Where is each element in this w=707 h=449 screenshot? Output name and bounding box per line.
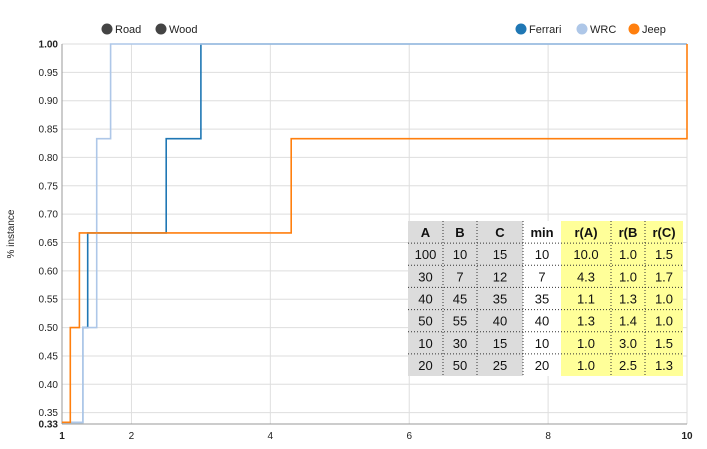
table-column-bg bbox=[408, 221, 443, 376]
series-lines bbox=[62, 43, 688, 424]
table-cell: 50 bbox=[418, 314, 432, 329]
table-cell: 1.0 bbox=[655, 292, 673, 307]
table-cell: 55 bbox=[453, 314, 467, 329]
table-cell: 25 bbox=[493, 358, 507, 373]
table-cell: 7 bbox=[538, 269, 545, 284]
table-cell: 1.0 bbox=[577, 336, 595, 351]
legend-label: WRC bbox=[590, 24, 616, 36]
legend-marker bbox=[628, 23, 640, 35]
table-cell: 15 bbox=[493, 336, 507, 351]
table-header-cell: C bbox=[495, 225, 505, 240]
legend-marker bbox=[576, 23, 588, 35]
legend-item-ferrari: Ferrari bbox=[515, 23, 561, 36]
legend-label: Road bbox=[115, 24, 141, 36]
y-tick-label: 0.55 bbox=[39, 295, 59, 306]
table-cell: 15 bbox=[493, 247, 507, 262]
table-cell: 1.0 bbox=[619, 247, 637, 262]
table-column-bg bbox=[645, 221, 683, 376]
table-cell: 35 bbox=[493, 292, 507, 307]
y-axis-label: % instance bbox=[6, 209, 17, 258]
x-tick-label: 10 bbox=[681, 431, 693, 442]
legend-marker bbox=[101, 23, 113, 35]
table-cell: 45 bbox=[453, 292, 467, 307]
series-line-jeep bbox=[62, 44, 688, 424]
table-cell: 1.7 bbox=[655, 269, 673, 284]
table-cell: 40 bbox=[418, 292, 432, 307]
table-header-cell: r(C) bbox=[652, 225, 675, 240]
x-tick-label: 6 bbox=[406, 431, 412, 442]
table-cell: 20 bbox=[535, 358, 549, 373]
y-tick-label: 0.65 bbox=[39, 238, 59, 249]
table-column-bg bbox=[477, 221, 523, 376]
table-header-cell: min bbox=[530, 225, 553, 240]
y-tick-label: 0.85 bbox=[39, 125, 59, 136]
table-cell: 3.0 bbox=[619, 336, 637, 351]
table-cell: 10 bbox=[453, 247, 467, 262]
table-cell: 1.5 bbox=[655, 247, 673, 262]
y-tick-label: 0.60 bbox=[39, 266, 59, 277]
table-column-bg bbox=[611, 221, 645, 376]
table-cell: 10 bbox=[418, 336, 432, 351]
table-cell: 40 bbox=[535, 314, 549, 329]
table-cell: 1.4 bbox=[619, 314, 637, 329]
legend-marker bbox=[515, 23, 527, 35]
y-tick-label: 0.50 bbox=[39, 323, 59, 334]
legend-marker bbox=[155, 23, 167, 35]
table-cell: 30 bbox=[453, 336, 467, 351]
y-tick-label: 1.00 bbox=[39, 40, 59, 51]
table-cell: 2.5 bbox=[619, 358, 637, 373]
table-cell: 20 bbox=[418, 358, 432, 373]
table-cell: 12 bbox=[493, 269, 507, 284]
table-header-cell: r(A) bbox=[574, 225, 597, 240]
legend-label: Jeep bbox=[642, 24, 666, 36]
table-column-bg bbox=[443, 221, 477, 376]
table-cell: 100 bbox=[415, 247, 437, 262]
y-tick-label: 0.95 bbox=[39, 68, 59, 79]
x-tick-label: 1 bbox=[59, 431, 65, 442]
table-cell: 35 bbox=[535, 292, 549, 307]
table-header-cell: A bbox=[421, 225, 431, 240]
x-tick-label: 8 bbox=[545, 431, 551, 442]
legend-item-wrc: WRC bbox=[576, 23, 616, 36]
table-cell: 7 bbox=[456, 269, 463, 284]
y-tick-label: 0.90 bbox=[39, 96, 59, 107]
table-column-bg bbox=[523, 221, 561, 376]
legend: Road Wood Ferrari WRC Jeep bbox=[101, 23, 666, 36]
legend-item-jeep: Jeep bbox=[628, 23, 666, 36]
table-cell: 1.0 bbox=[577, 358, 595, 373]
table-cell: 40 bbox=[493, 314, 507, 329]
table-cell: 50 bbox=[453, 358, 467, 373]
legend-label: Ferrari bbox=[529, 24, 561, 36]
y-tick-label: 0.45 bbox=[39, 351, 59, 362]
table-cell: 4.3 bbox=[577, 269, 595, 284]
table-cell: 10 bbox=[535, 247, 549, 262]
x-tick-label: 4 bbox=[268, 431, 274, 442]
table-header-cell: B bbox=[455, 225, 464, 240]
table-cell: 1.0 bbox=[619, 269, 637, 284]
table-cell: 30 bbox=[418, 269, 432, 284]
legend-label: Wood bbox=[169, 24, 198, 36]
legend-item-road: Road bbox=[101, 23, 141, 36]
table-header-cell: r(B bbox=[619, 225, 638, 240]
x-tick-label: 2 bbox=[129, 431, 135, 442]
table-cell: 1.0 bbox=[655, 314, 673, 329]
y-tick-label: 0.80 bbox=[39, 153, 59, 164]
axes: 0.330.35 0.40 0.45 0.50 0.55 0.60 0.65 0.70 0.75… bbox=[39, 40, 693, 443]
y-tick-label: 0.40 bbox=[39, 380, 59, 391]
y-tick-label: 0.33 bbox=[39, 420, 59, 431]
y-tick-label: 0.70 bbox=[39, 210, 59, 221]
table-column-bg bbox=[561, 221, 611, 376]
legend-item-wood: Wood bbox=[155, 23, 198, 36]
table-cell: 1.3 bbox=[577, 314, 595, 329]
y-tick-label: 0.35 bbox=[39, 408, 59, 419]
table-cell: 1.5 bbox=[655, 336, 673, 351]
table-cell: 10.0 bbox=[573, 247, 598, 262]
table-cell: 1.1 bbox=[577, 292, 595, 307]
table-cell: 10 bbox=[535, 336, 549, 351]
table-cell: 1.3 bbox=[619, 292, 637, 307]
table-cell: 1.3 bbox=[655, 358, 673, 373]
y-tick-label: 0.75 bbox=[39, 181, 59, 192]
